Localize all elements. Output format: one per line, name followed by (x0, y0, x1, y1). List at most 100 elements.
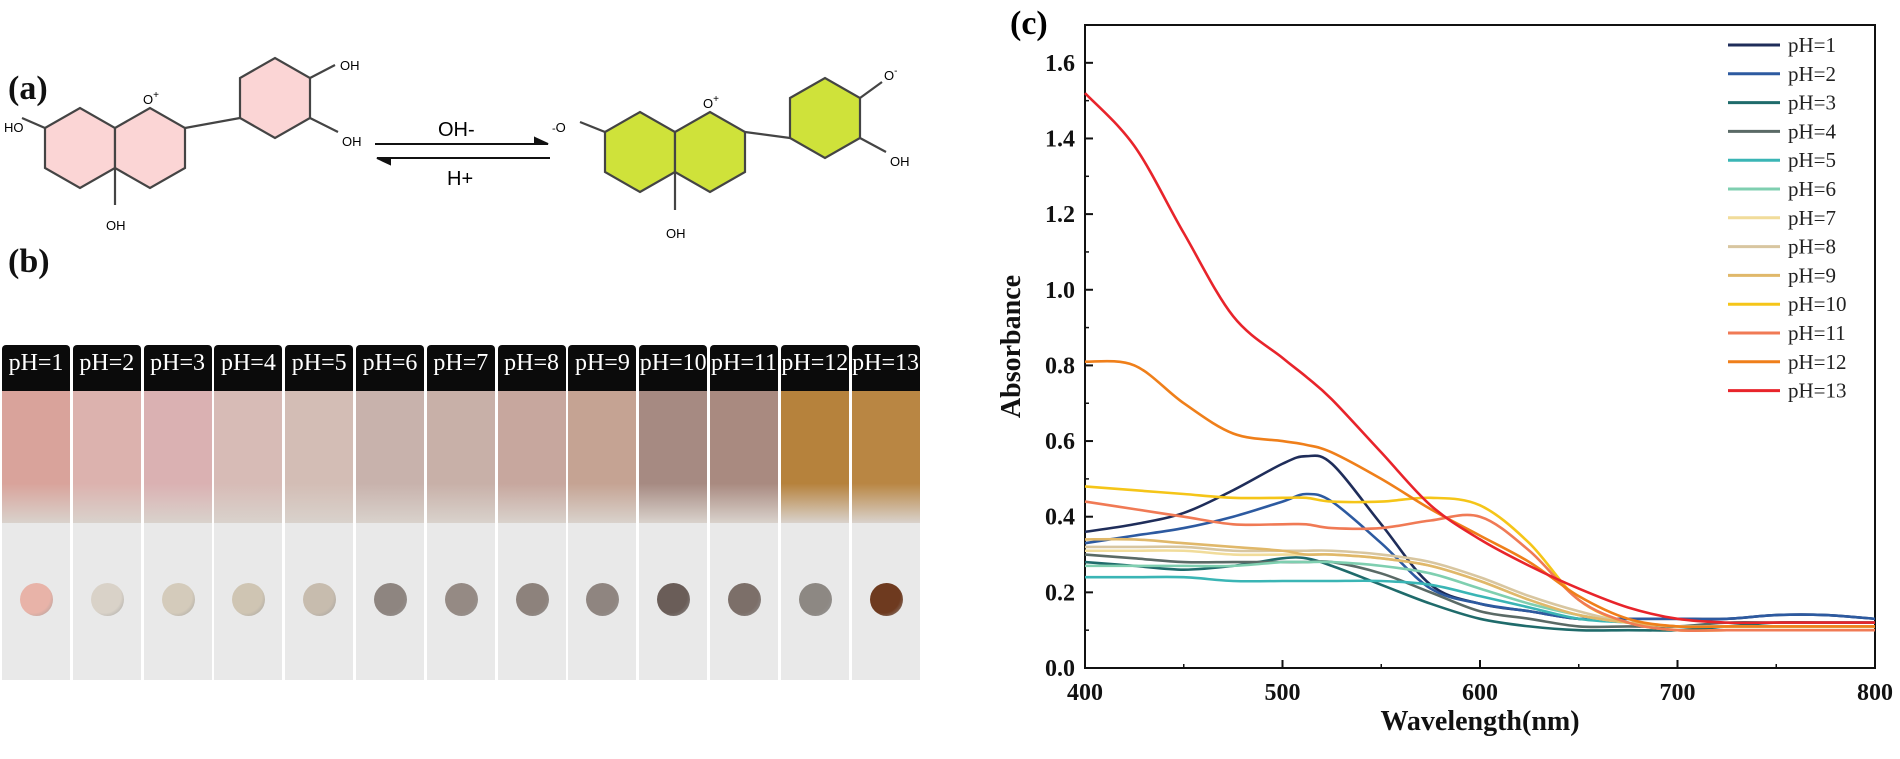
left-oh-top-bond (309, 64, 336, 79)
right-a-ring (603, 110, 677, 194)
y-tick-label: 1.0 (1045, 278, 1075, 304)
panel-a-label: (a) (8, 70, 48, 107)
legend-label: pH=4 (1788, 119, 1837, 143)
test-paper (426, 523, 495, 680)
panel-c-label: (c) (1010, 5, 1048, 42)
test-paper (2, 523, 70, 680)
vial-cap-label: pH=10 (639, 345, 708, 391)
vial-solution (639, 391, 708, 523)
vial-solution (143, 391, 212, 523)
left-oh-bottom-label: OH (106, 218, 126, 233)
legend-label: pH=10 (1788, 292, 1847, 316)
left-oh-right-bond (309, 117, 339, 133)
plot-frame (1084, 24, 1876, 669)
test-spot (232, 583, 266, 616)
y-tick-label: 0.4 (1045, 505, 1075, 531)
right-oh-bottom-label: OH (666, 226, 686, 241)
panel-b-label: (b) (8, 243, 50, 280)
test-spot (20, 583, 53, 616)
flavylium-cation-structure (21, 56, 339, 205)
vial-cap-label: pH=5 (285, 345, 354, 391)
vial-cap-label: pH=9 (568, 345, 637, 391)
legend-label: pH=7 (1788, 206, 1836, 230)
test-paper (780, 523, 849, 680)
y-tick-label: 0.6 (1045, 429, 1075, 455)
left-oh-top-label: OH (340, 58, 360, 73)
left-ho-label: HO (4, 120, 24, 135)
vial-cap-label: pH=3 (143, 345, 212, 391)
x-axis-label: Wavelength(nm) (1380, 706, 1579, 737)
vial-solution (285, 391, 354, 523)
vial-12: pH=12 (780, 345, 849, 680)
left-bridge-bond (184, 116, 241, 130)
vial-3: pH=3 (143, 345, 212, 680)
right-bridge-bond (744, 130, 791, 140)
vial-photograph: pH=1 pH=2 pH=3 pH=4 pH=5 pH=6 pH=7 pH=8 pH=9 pH=1… (2, 345, 927, 680)
legend-label: pH=8 (1788, 235, 1836, 259)
vial-solution (72, 391, 141, 523)
chemical-equilibrium-diagram: HO OH OH OH O+ OH- H+ -O OH O- OH O+ (4, 56, 910, 241)
test-paper (285, 523, 354, 680)
vial-cap-label: pH=8 (497, 345, 566, 391)
right-o-minus-top-bond (859, 81, 883, 99)
x-tick-label: 700 (1660, 680, 1696, 706)
right-oh-right-bond (859, 137, 887, 153)
right-o-minus-left-label: -O (552, 120, 566, 135)
right-o-minus-left-bond (579, 120, 606, 134)
vial-6: pH=6 (356, 345, 424, 680)
vial-7: pH=7 (426, 345, 495, 680)
legend-label: pH=2 (1788, 62, 1836, 86)
left-b-ring (238, 56, 312, 140)
right-c-ring (673, 110, 747, 194)
test-paper (568, 523, 637, 680)
vial-13: pH=13 (851, 345, 920, 680)
right-b-ring (788, 76, 862, 160)
y-axis-label: Absorbance (996, 275, 1027, 418)
left-oh-right-label: OH (342, 134, 362, 149)
vial-solution (356, 391, 424, 523)
legend-label: pH=5 (1788, 148, 1836, 172)
vial-cap-label: pH=1 (2, 345, 70, 391)
vial-cap-label: pH=11 (710, 345, 778, 391)
x-tick-label: 400 (1067, 680, 1103, 706)
y-tick-label: 1.2 (1045, 202, 1075, 228)
legend-label: pH=13 (1788, 379, 1847, 403)
test-spot (586, 583, 620, 616)
legend-label: pH=12 (1788, 350, 1847, 374)
test-spot (374, 583, 407, 616)
y-tick-label: 1.6 (1045, 51, 1075, 77)
test-spot (161, 583, 195, 616)
vial-cap-label: pH=6 (356, 345, 424, 391)
test-paper (356, 523, 424, 680)
vial-9: pH=9 (568, 345, 637, 680)
test-paper (72, 523, 141, 680)
vial-cap-label: pH=2 (72, 345, 141, 391)
vial-solution (780, 391, 849, 523)
vial-solution (2, 391, 70, 523)
test-spot (657, 583, 691, 616)
vial-cap-label: pH=12 (780, 345, 849, 391)
legend-label: pH=9 (1788, 263, 1836, 287)
series-line-pH=12 (1084, 359, 1875, 629)
test-spot (444, 583, 478, 616)
left-c-ring (113, 106, 187, 190)
vial-solution (710, 391, 778, 523)
forward-arrow-head (534, 136, 549, 145)
reverse-reagent-label: H+ (447, 168, 473, 190)
test-spot (90, 583, 124, 616)
y-tick-label: 0.2 (1045, 580, 1075, 606)
right-o-plus-label: O+ (703, 94, 719, 111)
test-paper (214, 523, 283, 680)
left-o-plus-label: O+ (143, 90, 159, 107)
y-tick-label: 1.4 (1045, 126, 1075, 152)
vial-solution (426, 391, 495, 523)
legend-label: pH=11 (1788, 321, 1846, 345)
series-line-pH=10 (1084, 485, 1875, 633)
test-spot (303, 583, 337, 616)
vial-4: pH=4 (214, 345, 283, 680)
vial-5: pH=5 (285, 345, 354, 680)
vial-cap-label: pH=7 (426, 345, 495, 391)
test-spot (798, 583, 832, 616)
vial-cap-label: pH=4 (214, 345, 283, 391)
legend-label: pH=6 (1788, 177, 1836, 201)
